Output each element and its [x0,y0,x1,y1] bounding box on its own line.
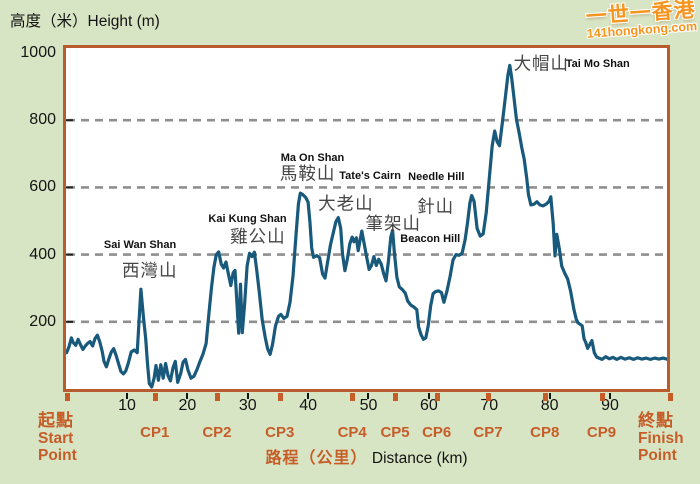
tick-cp9 [599,393,605,401]
label-cp6: CP6 [422,424,452,441]
peak-label-zh: 筆架山 [365,213,421,234]
x-axis-title-en: Distance (km) [371,450,468,467]
tick-cp6 [434,393,440,401]
label-cp7: CP7 [473,424,503,441]
start-label-en2: Point [38,447,77,465]
label-cp5: CP5 [380,424,410,441]
tick-cp4 [350,393,356,401]
finish-tick [668,393,674,401]
x-tick-label-60: 60 [419,397,438,414]
plot-border [63,45,670,392]
watermark: 一世一香港 141hongkong.com [585,0,697,41]
peak-label-ma-on-shan: Ma On Shan [280,152,345,165]
peak-label-zh: 西灣山 [122,260,178,281]
x-tick-label-80: 80 [540,397,559,414]
label-cp8: CP8 [530,424,560,441]
finish-point-label: 終點 Finish Point [638,411,684,465]
tick-cp7 [486,393,492,401]
x-tick-90 [608,393,611,399]
peak-label-zh: 馬鞍山 [279,163,336,184]
tick-cp5 [393,393,399,401]
tick-cp1 [152,393,158,401]
x-tick-30 [246,393,249,399]
tick-cp8 [542,393,548,401]
peak-label-needle-hill: Needle Hill [408,170,465,183]
profile-line-svg [63,45,670,392]
x-axis-title: 路程（公里） Distance (km) [63,444,670,468]
start-label-en1: Start [38,430,74,448]
start-tick [64,393,70,401]
y-tick-label-800: 800 [29,111,56,129]
label-cp9: CP9 [586,424,617,441]
y-tick-label-1000: 1000 [20,44,56,61]
finish-label-en1: Finish [638,430,684,448]
y-tick-label-200: 200 [29,312,56,330]
start-point-label: 起點 Start Point [38,411,77,465]
peak-label-zh: 雞公山 [230,226,286,246]
peak-label-zh: 大帽山 [513,53,570,74]
x-tick-label-90: 90 [601,397,619,414]
start-label-zh: 起點 [38,411,74,430]
x-tick-label-40: 40 [299,397,317,414]
x-tick-label-20: 20 [178,397,197,414]
peak-label-tate-s-cairn: Tate's Cairn [339,170,401,183]
peak-label-kai-kung-shan: Kai Kung Shan [208,212,287,225]
tick-cp2 [214,393,220,401]
peak-label-tai-mo-shan: Tai Mo Shan [565,58,630,71]
peak-label-zh: 針山 [417,196,455,217]
tick-cp3 [277,393,283,401]
peak-label-zh: 大老山 [318,193,374,214]
x-tick-10 [125,393,128,399]
peak-label-sai-wan-shan: Sai Wan Shan [103,238,177,251]
x-tick-50 [367,393,370,399]
x-tick-40 [307,393,310,399]
plot-area: Sai Wan Shan 西灣山 Kai Kung Shan 雞公山 Ma On Sha… [63,45,670,392]
x-tick-label-70: 70 [480,397,499,414]
plot-background [64,46,669,391]
peak-label-beacon-hill: Beacon Hill [400,232,461,245]
x-tick-60 [427,393,430,399]
x-tick-80 [548,393,551,399]
y-tick-label-600: 600 [29,178,56,196]
y-axis-title: 高度（米）Height (m) [10,13,160,30]
elevation-profile-line [64,63,670,389]
finish-label-en2: Point [638,447,677,465]
x-tick-label-50: 50 [359,397,378,414]
x-tick-label-30: 30 [238,397,257,414]
label-cp1: CP1 [140,424,170,441]
label-cp4: CP4 [337,424,367,441]
label-cp2: CP2 [202,424,232,441]
x-tick-20 [186,393,189,399]
x-tick-label-10: 10 [118,397,136,414]
finish-label-zh: 終點 [638,411,674,430]
label-cp3: CP3 [265,424,295,441]
y-tick-label-400: 400 [29,245,56,263]
x-axis-title-zh: 路程（公里） [265,450,368,467]
